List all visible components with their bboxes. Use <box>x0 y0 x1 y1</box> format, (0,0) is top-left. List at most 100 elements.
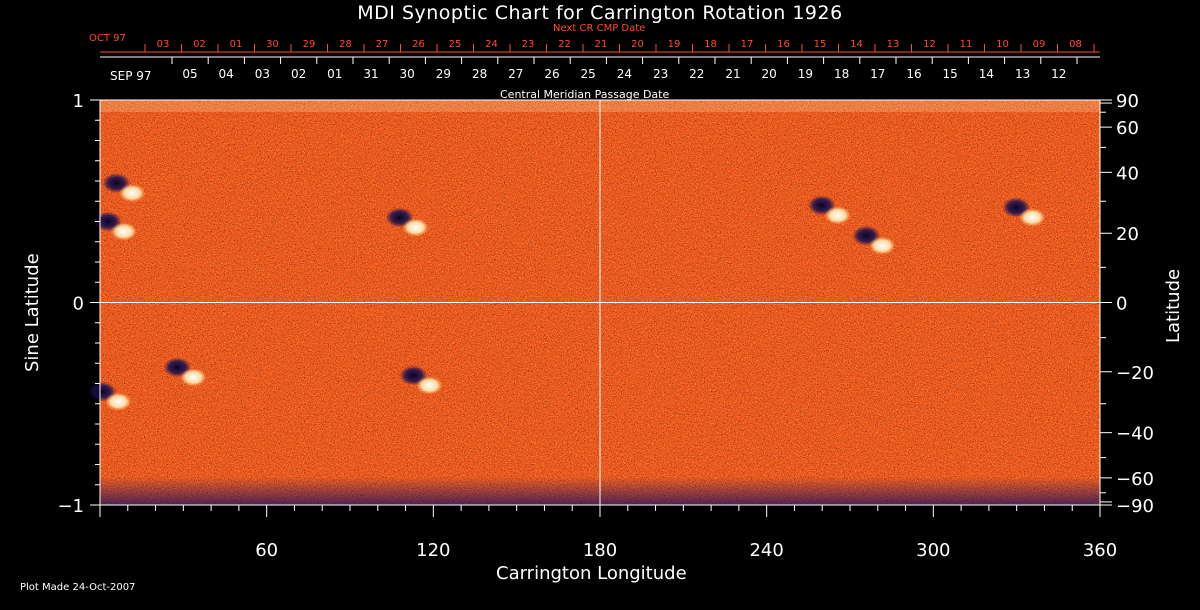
y-right-tick-label: 0 <box>1116 294 1127 315</box>
top-axis-2-tick-label: 14 <box>979 67 994 81</box>
top-axis-1-tick-label: 09 <box>1033 39 1046 50</box>
top-axis-2-tick-label: 20 <box>762 67 777 81</box>
top-axis-2-tick-label: 02 <box>291 67 306 81</box>
top-axis-2-tick-label: 22 <box>689 67 704 81</box>
y-left-tick-label: 1 <box>73 91 84 112</box>
top-axis-2-month: SEP 97 <box>110 69 152 83</box>
active-region <box>163 357 207 387</box>
top-axis-2-tick-label: 29 <box>436 67 451 81</box>
top-axis-1-tick-label: 27 <box>376 39 389 50</box>
top-axis-1-tick-label: 28 <box>339 39 352 50</box>
top-axis-1-month: OCT 97 <box>89 33 126 44</box>
y-left-tick-label: −1 <box>57 496 84 517</box>
top-axis-1-tick-label: 13 <box>887 39 900 50</box>
y-right-axis-title: Latitude <box>1163 268 1184 343</box>
top-axis-2-tick-label: 25 <box>581 67 596 81</box>
top-axis-2-tick-label: 05 <box>182 67 197 81</box>
y-right-tick-label: 90 <box>1116 91 1139 112</box>
top-axis-2-tick-label: 03 <box>255 67 270 81</box>
top-axis-1-tick-label: 14 <box>850 39 863 50</box>
region-positive-lobe <box>402 218 429 237</box>
top-axis-2-tick-label: 26 <box>544 67 559 81</box>
x-tick-label: 360 <box>1083 540 1117 561</box>
y-right-tick-label: −60 <box>1116 469 1154 490</box>
x-tick-label: 240 <box>749 540 783 561</box>
active-region <box>399 365 443 395</box>
region-positive-lobe <box>105 392 132 411</box>
active-region <box>102 173 146 203</box>
y-right-tick-label: −90 <box>1116 496 1154 517</box>
active-region <box>93 211 137 241</box>
top-axis-2-tick-label: 15 <box>943 67 958 81</box>
top-axis-2-tick-label: 24 <box>617 67 632 81</box>
active-region <box>852 225 896 255</box>
top-axis-1-tick-label: 01 <box>230 39 243 50</box>
top-axis-2-tick-label: 04 <box>219 67 234 81</box>
top-axis-2-tick-label: 13 <box>1015 67 1030 81</box>
top-axis-1-tick-label: 26 <box>412 39 425 50</box>
top-axis-2-tick-label: 27 <box>508 67 523 81</box>
region-positive-lobe <box>1019 208 1046 227</box>
top-axis-2-tick-label: 12 <box>1051 67 1066 81</box>
top-axis-1-tick-label: 19 <box>668 39 681 50</box>
x-tick-label: 180 <box>583 540 617 561</box>
top-axis-1-tick-label: 21 <box>595 39 608 50</box>
x-tick-label: 120 <box>416 540 450 561</box>
top-axis-1-label: Next CR CMP Date <box>553 23 646 34</box>
y-right-tick-label: 20 <box>1116 224 1139 245</box>
top-axis-2-tick-label: 21 <box>725 67 740 81</box>
top-axis-2-tick-label: 28 <box>472 67 487 81</box>
top-axis-1-tick-label: 22 <box>558 39 571 50</box>
top-axis-2-tick-label: 19 <box>798 67 813 81</box>
top-axis-2-tick-label: 17 <box>870 67 885 81</box>
top-axis-1-tick-label: 24 <box>485 39 498 50</box>
top-axis-1-tick-label: 17 <box>741 39 754 50</box>
top-axis-1-tick-label: 02 <box>193 39 206 50</box>
region-positive-lobe <box>869 236 896 255</box>
axes: 60 120 180 240 300 36010−1906040200−20−40−60−… <box>57 39 1154 561</box>
top-axis-1-tick-label: 12 <box>923 39 936 50</box>
top-axis-1-tick-label: 25 <box>449 39 462 50</box>
top-axis-1-tick-label: 23 <box>522 39 535 50</box>
top-axis-1-tick-label: 29 <box>303 39 316 50</box>
plot-footer: Plot Made 24-Oct-2007 <box>20 582 136 593</box>
region-positive-lobe <box>824 206 851 225</box>
active-region <box>88 381 132 411</box>
top-axis-2-tick-label: 16 <box>906 67 921 81</box>
top-axis-2-tick-label: 31 <box>363 67 378 81</box>
y-left-tick-label: 0 <box>73 294 84 315</box>
y-right-tick-label: −20 <box>1116 363 1154 384</box>
top-axis-2-tick-label: 30 <box>400 67 415 81</box>
chart-title: MDI Synoptic Chart for Carrington Rotati… <box>357 2 843 24</box>
region-positive-lobe <box>180 368 207 387</box>
active-region <box>807 195 851 225</box>
top-axis-1-tick-label: 30 <box>266 39 279 50</box>
x-axis-title: Carrington Longitude <box>496 563 687 584</box>
top-axis-1-tick-label: 08 <box>1069 39 1082 50</box>
top-axis-1-tick-label: 03 <box>157 39 170 50</box>
active-region <box>385 207 429 237</box>
region-positive-lobe <box>416 376 443 395</box>
x-tick-label: 300 <box>916 540 950 561</box>
y-left-axis-title: Sine Latitude <box>22 253 43 372</box>
x-tick-label: 60 <box>255 540 278 561</box>
active-regions <box>88 173 1046 411</box>
active-region <box>1002 197 1046 227</box>
top-axis-1-tick-label: 16 <box>777 39 790 50</box>
top-axis-1-tick-label: 18 <box>704 39 717 50</box>
top-axis-1-tick-label: 20 <box>631 39 644 50</box>
top-axis-1-tick-label: 10 <box>996 39 1009 50</box>
region-positive-lobe <box>119 184 146 203</box>
top-axis-2-tick-label: 18 <box>834 67 849 81</box>
top-axis-1-tick-label: 15 <box>814 39 827 50</box>
y-right-tick-label: −40 <box>1116 424 1154 445</box>
y-right-tick-label: 40 <box>1116 163 1139 184</box>
top-axis-2-tick-label: 23 <box>653 67 668 81</box>
top-axis-2-label: Central Meridian Passage Date <box>500 88 670 101</box>
region-positive-lobe <box>110 222 137 241</box>
top-axis-1-tick-label: 11 <box>960 39 973 50</box>
top-axis-2-tick-label: 01 <box>327 67 342 81</box>
y-right-tick-label: 60 <box>1116 118 1139 139</box>
